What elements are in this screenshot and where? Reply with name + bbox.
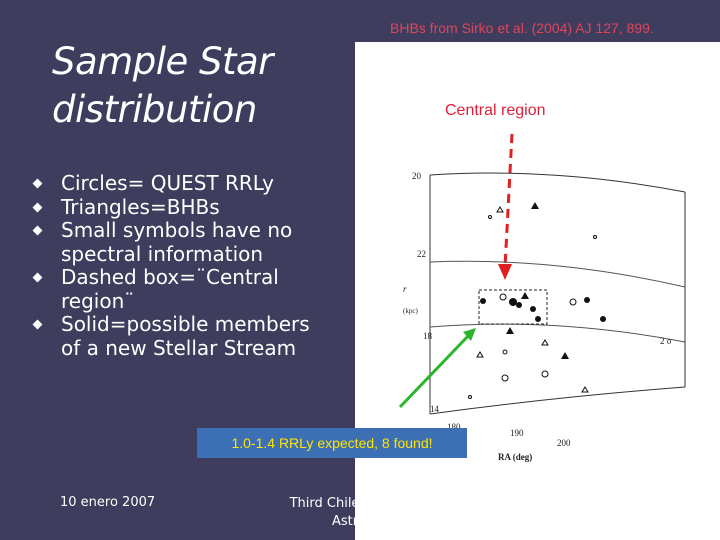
- bhb: [476, 351, 484, 358]
- bullet-list: Circles= QUEST RRLy Triangles=BHBs Small s…: [30, 171, 360, 360]
- ra-axis: RA (deg): [498, 452, 532, 462]
- rrly-solid: [584, 297, 590, 303]
- callout-arrow: [503, 133, 514, 268]
- bullet-line: region¨: [61, 288, 135, 313]
- bullet-line: Triangles=BHBs: [61, 194, 220, 219]
- scale-label: 2 σ: [660, 336, 672, 346]
- note-box: 1.0-1.4 RRLy expected, 8 found!: [197, 428, 467, 458]
- bullet-line: Circles= QUEST RRLy: [61, 171, 274, 195]
- rrly: [468, 395, 472, 399]
- bhb-solid: [531, 202, 539, 209]
- slide-title: Sample Star distribution: [52, 38, 273, 134]
- arrow-head: [498, 264, 512, 280]
- bhb: [541, 339, 549, 346]
- stream-members: [480, 202, 606, 359]
- bullet: Solid=possible members of a new Stellar S…: [30, 312, 360, 360]
- bhb-solid: [521, 292, 529, 299]
- bhb: [496, 206, 504, 213]
- rrly: [501, 374, 509, 382]
- bullet-line: spectral information: [61, 241, 264, 266]
- radial-label: 20: [412, 171, 422, 181]
- bullet-line: Dashed box=¨Central: [61, 265, 279, 289]
- bhb-solid: [561, 352, 569, 359]
- ra-label: 200: [557, 438, 571, 448]
- bullet: Dashed box=¨Central region¨: [30, 265, 360, 313]
- footer-date: 10 enero 2007: [60, 495, 156, 510]
- bullet-line: Small symbols have no: [61, 218, 293, 242]
- radial-label: 22: [417, 249, 426, 259]
- bullet-line: Solid=possible members: [61, 312, 310, 336]
- radial-label: 14: [430, 404, 440, 414]
- arrow-head: [463, 328, 476, 341]
- rrly-solid: [516, 302, 522, 308]
- bullet: Triangles=BHBs: [30, 194, 360, 220]
- ra-label: 190: [510, 428, 524, 438]
- rrly-solid: [530, 306, 536, 312]
- radial-label: 18: [423, 331, 433, 341]
- rrly-solid: [509, 298, 517, 306]
- rrly-solid: [600, 316, 606, 322]
- rrly: [488, 215, 492, 219]
- rrly: [499, 293, 507, 301]
- bhb-solid: [506, 327, 514, 334]
- source-note: BHBs from Sirko et al. (2004) AJ 127, 89…: [390, 20, 654, 36]
- rrly: [593, 235, 597, 239]
- central-box: [478, 289, 548, 325]
- fan-arc: [429, 260, 686, 288]
- bullet-line: of a new Stellar Stream: [61, 335, 297, 360]
- fan-arc: [429, 323, 686, 343]
- figure: Central region 20 22 18 14 r (kpc) 180 1…: [398, 102, 686, 462]
- bhb: [581, 386, 589, 393]
- title-line: Sample Star: [52, 40, 273, 83]
- rrly: [502, 349, 508, 355]
- bullet: Small symbols have no spectral informatio…: [30, 218, 360, 266]
- callout: Central region: [445, 102, 546, 119]
- rrly: [569, 298, 577, 306]
- ra-label: 180: [447, 422, 461, 432]
- stream-arrow: [398, 332, 472, 409]
- rrly-solid: [535, 316, 541, 322]
- bullet: Circles= QUEST RRLy: [30, 171, 360, 196]
- rrly-solid: [480, 298, 486, 304]
- axis-label: (kpc): [403, 307, 418, 315]
- other-stars: [468, 206, 597, 399]
- fan-arc: [429, 386, 686, 415]
- rrly: [541, 370, 549, 378]
- fan-arc: [429, 172, 686, 193]
- axis-label: r: [403, 284, 407, 294]
- title-line: distribution: [52, 88, 257, 131]
